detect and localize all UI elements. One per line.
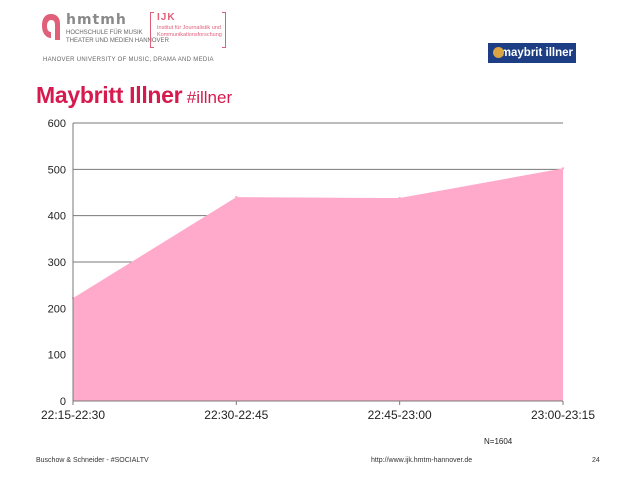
ijk-bracket-right: [222, 12, 226, 48]
y-tick-label: 200: [48, 303, 66, 315]
x-tick-label: 22:15-22:30: [41, 408, 105, 422]
page-number: 24: [592, 457, 600, 464]
data-point: [235, 195, 238, 199]
hmtmh-logo: hmtmh HOCHSCHULE FÜR MUSIK THEATER UND M…: [36, 10, 236, 66]
y-tick-label: 0: [60, 396, 66, 408]
hmtmh-logo-subtitle: HOCHSCHULE FÜR MUSIK THEATER UND MEDIEN …: [66, 30, 169, 45]
ijk-bracket-left: [150, 12, 154, 48]
y-tick-label: 400: [48, 211, 66, 223]
x-tick-label: 22:30-22:45: [204, 408, 268, 422]
ijk-logo-line2: Kommunikationsforschung: [157, 32, 222, 38]
y-tick-label: 500: [48, 164, 66, 176]
slide-title-main: Maybritt Illner: [36, 82, 183, 108]
hmtmh-logo-line2: THEATER UND MEDIEN HANNOVER: [66, 37, 169, 44]
data-point: [561, 167, 565, 170]
ijk-logo-title: IJK: [157, 12, 176, 23]
data-point: [398, 196, 401, 200]
area-series: [73, 168, 563, 401]
hmtmh-logo-mark: [42, 14, 60, 40]
ijk-logo-subtitle: Institut für Journalistik und Kommunikat…: [157, 25, 222, 39]
hmtmh-logo-line1: HOCHSCHULE FÜR MUSIK: [66, 30, 143, 36]
maybrit-illner-logo-text: maybrit illner: [500, 47, 573, 59]
sample-size-note: N=1604: [484, 437, 513, 446]
y-tick-label: 300: [48, 257, 66, 269]
ijk-logo-line1: Institut für Journalistik und: [157, 25, 221, 31]
university-name: HANOVER UNIVERSITY OF MUSIC, DRAMA AND M…: [43, 57, 214, 63]
footer-authors: Buschow & Schneider - #SOCIALTV: [36, 457, 149, 464]
slide-title: Maybritt Illner #illner: [36, 82, 232, 109]
x-tick-label: 22:45-23:00: [368, 408, 432, 422]
footer-url: http://www.ijk.hmtm-hannover.de: [371, 457, 473, 464]
y-tick-label: 600: [48, 118, 66, 130]
y-tick-label: 100: [48, 350, 66, 362]
maybrit-illner-logo: maybrit illner: [488, 43, 576, 63]
hmtmh-logo-name: hmtmh: [66, 12, 127, 28]
ijk-logo: IJK Institut für Journalistik und Kommun…: [149, 10, 227, 50]
x-tick-label: 23:00-23:15: [531, 408, 595, 422]
maybrit-illner-logo-dot: [493, 47, 504, 58]
slide-title-hashtag: #illner: [186, 88, 233, 107]
